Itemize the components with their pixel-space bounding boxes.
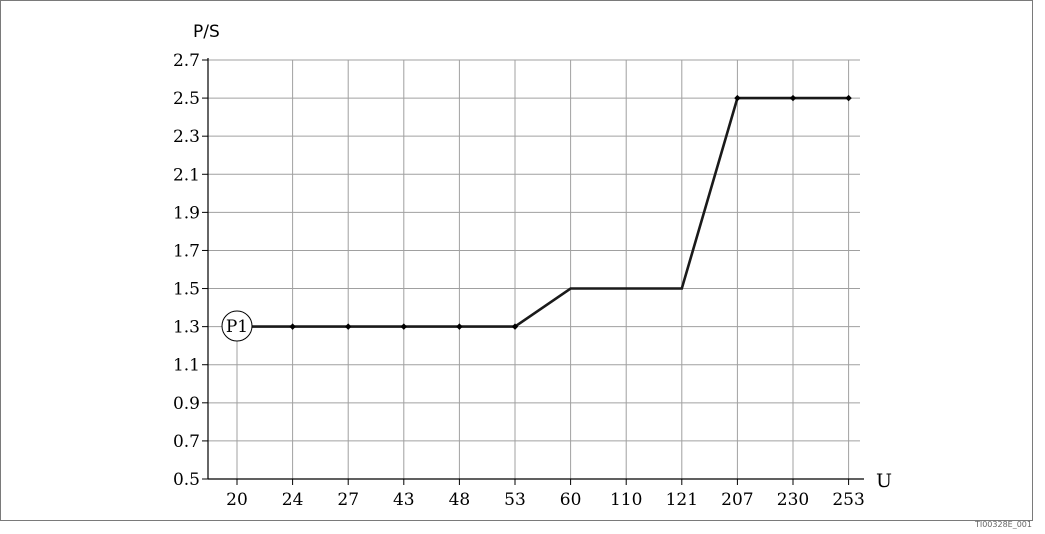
data-point-marker (456, 323, 463, 330)
x-tick-label: 60 (560, 490, 582, 510)
series-line (237, 96, 849, 328)
y-tick-label: 0.5 (173, 470, 200, 490)
x-tick-label: 48 (449, 490, 471, 510)
chart-frame (0, 0, 1033, 521)
y-tick-label: 1.3 (173, 318, 200, 338)
y-tick-label: 1.9 (173, 203, 200, 223)
data-point-marker (345, 323, 352, 330)
x-tick-label: 253 (832, 490, 864, 510)
p1-label: P1 (226, 317, 248, 337)
y-tick-label: 2.3 (173, 127, 200, 147)
x-tick-label: 110 (610, 490, 642, 510)
y-tick-label: 2.5 (173, 89, 200, 109)
data-point-marker (845, 94, 852, 102)
p1-annotation: P1 (221, 310, 253, 342)
x-axis-title: U (876, 470, 892, 492)
y-axis-title: P/S (193, 22, 220, 42)
data-point-marker (734, 94, 741, 102)
figure-id: TI00328E_001 (974, 520, 1032, 529)
p1-circle (221, 310, 253, 342)
x-tick-label: 230 (777, 490, 809, 510)
y-tick-label: 1.5 (173, 280, 200, 300)
data-point-marker (289, 323, 296, 330)
x-tick-label: 207 (721, 490, 753, 510)
y-tick-label: 2.1 (173, 165, 200, 185)
x-tick-label: 20 (226, 490, 248, 510)
y-tick-label: 0.9 (173, 394, 200, 414)
axes (202, 58, 864, 485)
x-tick-label: 43 (393, 490, 415, 510)
y-tick-label: 0.7 (173, 432, 200, 452)
x-tick-label: 53 (504, 490, 526, 510)
x-tick-label: 27 (337, 490, 359, 510)
data-point-marker (789, 94, 797, 102)
y-tick-label: 2.7 (173, 51, 200, 71)
data-point-marker (511, 323, 519, 330)
tick-labels: 0.5 0.7 0.9 1.1 1.3 1.5 1.7 1.9 2.1 2.3 2.5 2.7 20 24… (173, 51, 865, 510)
data-point-marker (400, 323, 407, 330)
y-tick-label: 1.1 (173, 356, 200, 376)
x-tick-label: 24 (282, 490, 304, 510)
grid (208, 59, 860, 479)
y-tick-label: 1.7 (173, 241, 200, 261)
series (237, 94, 852, 330)
x-tick-label: 121 (666, 490, 698, 510)
